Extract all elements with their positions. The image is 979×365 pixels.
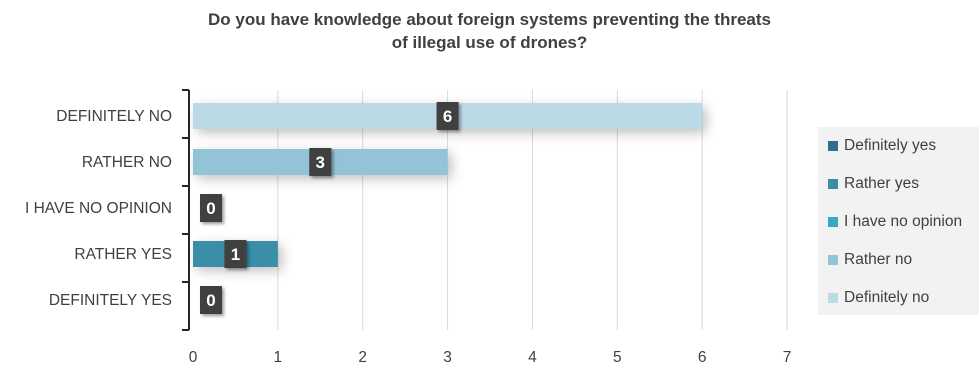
legend-swatch bbox=[828, 217, 838, 227]
legend-label: Definitely yes bbox=[844, 137, 937, 154]
chart-title-line-1: Do you have knowledge about foreign syst… bbox=[207, 10, 771, 29]
legend-label: Rather no bbox=[844, 251, 913, 268]
chart-title-line-2: of illegal use of drones? bbox=[391, 33, 588, 52]
data-label: 3 bbox=[316, 153, 325, 172]
legend-item-definitely-yes: Definitely yes bbox=[828, 136, 936, 156]
data-label-box bbox=[224, 240, 247, 268]
y-tick-label: DEFINITELY NO bbox=[56, 108, 172, 125]
x-tick-label: 4 bbox=[528, 349, 537, 365]
y-tick-label: I HAVE NO OPINION bbox=[25, 200, 172, 217]
data-label-box bbox=[309, 148, 332, 176]
y-tick-label: RATHER YES bbox=[74, 246, 172, 263]
legend-item-definitely-no: Definitely no bbox=[828, 288, 929, 308]
y-tick-label: DEFINITELY YES bbox=[49, 292, 172, 309]
data-label-box bbox=[200, 194, 222, 222]
legend-swatch bbox=[828, 141, 838, 151]
legend-item-rather-yes: Rather yes bbox=[828, 174, 919, 194]
y-tick-label: RATHER NO bbox=[82, 154, 172, 171]
data-label: 1 bbox=[231, 245, 240, 264]
legend-item-no-opinion: I have no opinion bbox=[828, 212, 962, 232]
x-tick-label: 1 bbox=[274, 349, 283, 365]
data-label: 0 bbox=[206, 291, 215, 310]
legend-label: Rather yes bbox=[844, 175, 919, 192]
data-label-box bbox=[200, 286, 222, 314]
data-label: 0 bbox=[206, 199, 215, 218]
x-tick-label: 5 bbox=[613, 349, 622, 365]
legend-label: Definitely no bbox=[844, 289, 930, 306]
legend-swatch bbox=[828, 255, 838, 265]
x-tick-label: 7 bbox=[783, 349, 792, 365]
legend-label: I have no opinion bbox=[844, 213, 963, 230]
legend: Definitely yes Rather yes I have no opin… bbox=[818, 127, 979, 315]
legend-swatch bbox=[828, 293, 838, 303]
x-tick-label: 0 bbox=[189, 349, 198, 365]
x-tick-label: 2 bbox=[358, 349, 367, 365]
legend-item-rather-no: Rather no bbox=[828, 250, 912, 270]
legend-swatch bbox=[828, 179, 838, 189]
x-tick-label: 6 bbox=[698, 349, 707, 365]
data-label-box bbox=[436, 102, 459, 130]
x-tick-label: 3 bbox=[443, 349, 452, 365]
data-label: 6 bbox=[443, 107, 452, 126]
